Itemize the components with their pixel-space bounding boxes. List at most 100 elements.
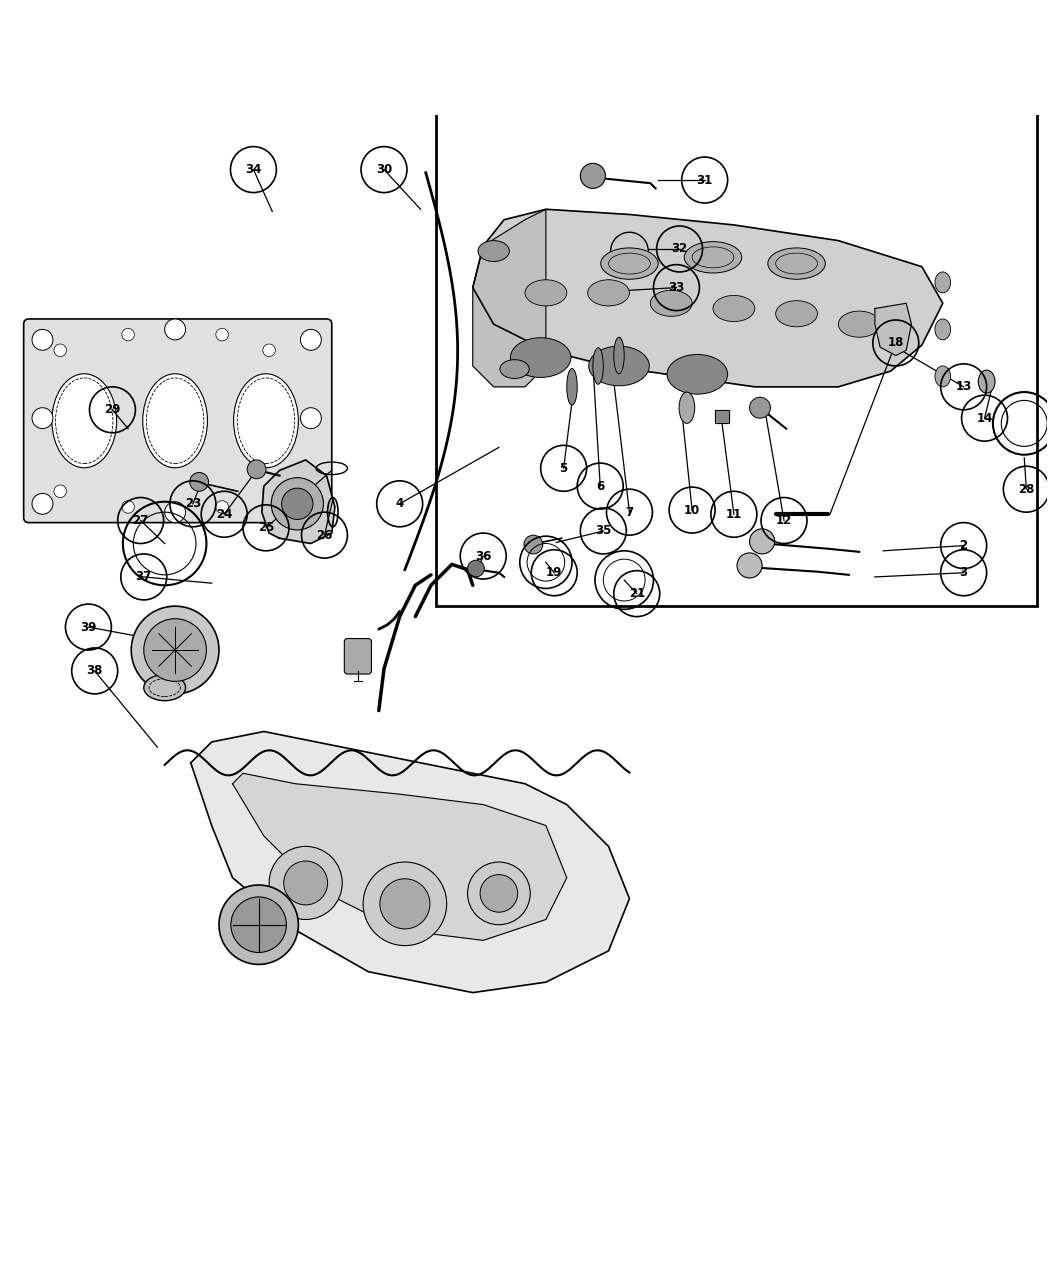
Text: 27: 27 <box>132 514 149 527</box>
Circle shape <box>216 329 229 340</box>
Circle shape <box>247 460 266 478</box>
FancyBboxPatch shape <box>344 639 372 674</box>
Ellipse shape <box>478 241 509 261</box>
Ellipse shape <box>567 368 578 405</box>
Ellipse shape <box>679 391 695 423</box>
Circle shape <box>122 329 134 340</box>
Ellipse shape <box>650 291 692 316</box>
Circle shape <box>300 408 321 428</box>
Circle shape <box>480 875 518 912</box>
Text: 5: 5 <box>560 462 568 474</box>
Ellipse shape <box>979 370 995 393</box>
Polygon shape <box>232 773 567 941</box>
Text: 21: 21 <box>629 586 645 601</box>
Text: 23: 23 <box>185 497 201 510</box>
Circle shape <box>122 501 134 514</box>
Ellipse shape <box>525 279 567 306</box>
Ellipse shape <box>588 279 629 306</box>
Ellipse shape <box>776 301 818 326</box>
Circle shape <box>467 862 530 924</box>
Circle shape <box>262 344 275 357</box>
Circle shape <box>581 163 606 189</box>
Ellipse shape <box>685 242 741 273</box>
Circle shape <box>54 344 66 357</box>
Circle shape <box>32 408 52 428</box>
Text: 37: 37 <box>135 570 152 584</box>
Ellipse shape <box>838 311 880 337</box>
Ellipse shape <box>510 338 571 377</box>
Text: 29: 29 <box>104 403 121 417</box>
Circle shape <box>54 484 66 497</box>
Circle shape <box>467 560 484 576</box>
Circle shape <box>750 529 775 553</box>
Circle shape <box>165 319 186 340</box>
Circle shape <box>32 493 52 514</box>
Circle shape <box>165 502 186 523</box>
Circle shape <box>271 478 323 530</box>
Text: 31: 31 <box>696 173 713 186</box>
Circle shape <box>216 501 229 514</box>
Text: 18: 18 <box>887 337 904 349</box>
Circle shape <box>363 862 446 946</box>
Text: 13: 13 <box>956 380 972 393</box>
Circle shape <box>281 488 313 519</box>
Text: 7: 7 <box>626 506 633 519</box>
Polygon shape <box>875 303 911 356</box>
Circle shape <box>611 232 648 270</box>
Text: 26: 26 <box>316 529 333 542</box>
Circle shape <box>32 329 52 351</box>
Ellipse shape <box>934 319 950 340</box>
Ellipse shape <box>144 674 186 701</box>
Polygon shape <box>261 460 335 543</box>
Text: 32: 32 <box>671 242 688 255</box>
Polygon shape <box>472 209 546 386</box>
Polygon shape <box>191 732 629 993</box>
Text: 14: 14 <box>976 412 992 425</box>
Circle shape <box>737 553 762 578</box>
Text: 2: 2 <box>960 539 968 552</box>
Circle shape <box>750 398 771 418</box>
Ellipse shape <box>667 354 728 394</box>
Text: 11: 11 <box>726 507 742 520</box>
Circle shape <box>231 896 287 952</box>
Text: 28: 28 <box>1018 483 1034 496</box>
Circle shape <box>262 484 275 497</box>
Ellipse shape <box>589 346 649 386</box>
Text: 30: 30 <box>376 163 392 176</box>
Circle shape <box>131 606 219 694</box>
Text: 25: 25 <box>258 521 274 534</box>
Ellipse shape <box>601 247 658 279</box>
Circle shape <box>190 473 209 491</box>
FancyBboxPatch shape <box>24 319 332 523</box>
Text: 35: 35 <box>595 524 611 538</box>
Ellipse shape <box>500 360 529 379</box>
Text: 34: 34 <box>246 163 261 176</box>
Text: 33: 33 <box>668 280 685 295</box>
Text: 38: 38 <box>86 664 103 677</box>
Ellipse shape <box>713 296 755 321</box>
Circle shape <box>380 878 429 929</box>
Circle shape <box>596 280 622 306</box>
Circle shape <box>300 329 321 351</box>
Ellipse shape <box>934 366 950 386</box>
Circle shape <box>144 618 207 681</box>
Ellipse shape <box>934 272 950 293</box>
Polygon shape <box>715 409 729 423</box>
Text: 3: 3 <box>960 566 968 579</box>
Ellipse shape <box>593 348 604 384</box>
Ellipse shape <box>143 374 208 468</box>
Text: 6: 6 <box>596 479 605 492</box>
Text: 4: 4 <box>396 497 404 510</box>
Text: 12: 12 <box>776 514 792 527</box>
Ellipse shape <box>614 337 624 374</box>
Circle shape <box>269 847 342 919</box>
Ellipse shape <box>51 374 117 468</box>
Ellipse shape <box>233 374 298 468</box>
Polygon shape <box>472 209 943 386</box>
Text: 36: 36 <box>475 550 491 562</box>
Circle shape <box>300 493 321 514</box>
Text: 24: 24 <box>216 507 232 520</box>
Circle shape <box>524 536 543 553</box>
Text: 19: 19 <box>546 566 563 579</box>
Text: 39: 39 <box>80 621 97 634</box>
